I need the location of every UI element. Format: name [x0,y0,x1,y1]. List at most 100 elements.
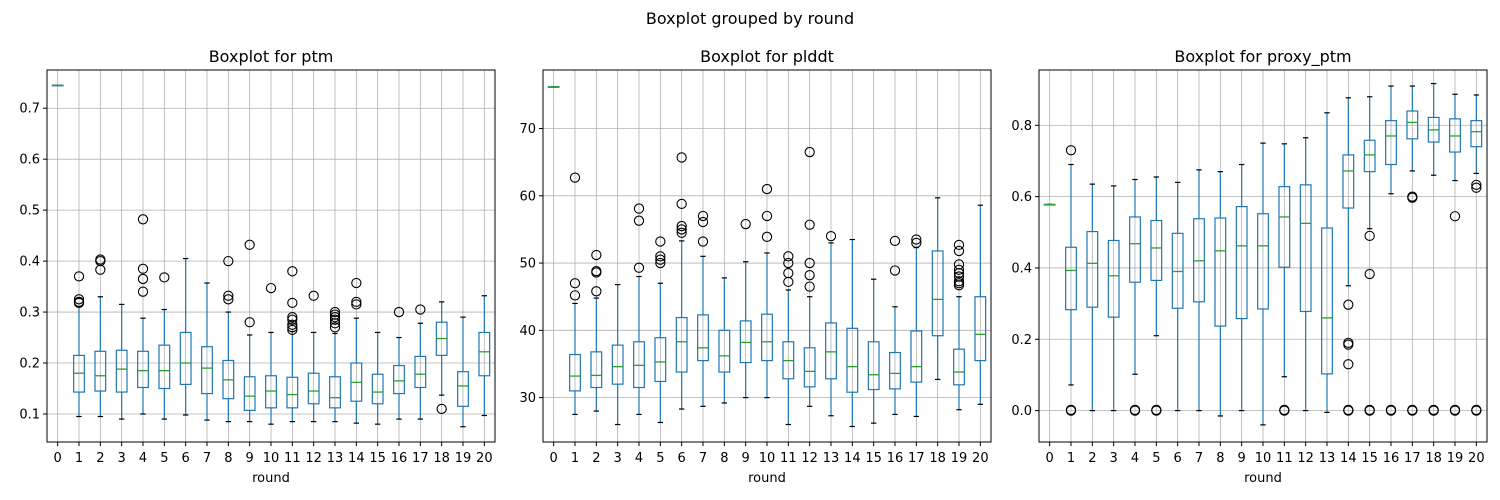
y-tick-label: 0.2 [19,357,40,372]
outlier-point [351,299,362,310]
x-tick-label: 20 [1468,451,1485,466]
y-tick-label: 0.2 [1011,333,1032,348]
x-tick-label: 9 [246,451,254,466]
outlier-point [1471,404,1482,416]
box-round-4 [633,203,645,416]
outlier-point [73,296,85,308]
outlier-point [1129,404,1141,416]
x-tick-label: 10 [263,451,280,466]
box-round-6 [179,257,192,416]
box-body [137,350,149,389]
x-tick-label: 15 [865,451,882,466]
outlier-point [911,237,922,249]
y-tick-label: 40 [519,324,536,339]
outlier-point [223,294,234,305]
x-tick-label: 10 [759,451,776,466]
box-round-9 [1235,163,1248,412]
outlier-point [953,264,965,275]
box-body [115,349,128,393]
outlier-point [591,249,602,261]
outlier-point [1065,145,1077,156]
box-body [201,346,213,395]
box-body [371,373,384,405]
x-tick-label: 6 [182,451,190,466]
outlier-point [953,245,965,257]
y-tick-label: 30 [519,391,536,406]
outlier-point [137,273,149,285]
x-tick-label: 17 [1404,451,1421,466]
box-body [974,296,987,362]
outlier-point [697,210,709,222]
outlier-point [287,297,298,309]
x-tick-label: 16 [1383,451,1400,466]
outlier-point [265,282,277,294]
y-tick-label: 0.3 [19,306,40,321]
outlier-point [244,317,255,328]
x-tick-label: 20 [476,451,493,466]
y-tick-label: 0.4 [1011,261,1032,276]
x-tick-label: 3 [614,451,622,466]
box-round-6 [1171,181,1184,412]
box-round-5 [158,272,171,420]
boxplot-panel-0: 0.10.20.30.40.50.60.70 1 2 3 4 5 6 7 8 9 10 11 12 13 1… [19,47,496,486]
outlier-point [1343,299,1354,310]
outlier-point [308,290,319,301]
box-round-12 [1299,137,1312,412]
box-round-19 [457,316,469,428]
box-round-4 [1129,178,1141,416]
outlier-point [591,265,602,277]
outlier-point [676,227,687,238]
x-tick-label: 11 [284,451,301,466]
box-round-14 [350,277,363,424]
outlier-point [1471,182,1482,193]
x-tick-label: 1 [75,451,83,466]
outlier-point [351,296,362,308]
box-round-18 [931,197,944,381]
box-body [1257,213,1269,310]
x-tick-label: 4 [1131,451,1139,466]
box-round-0 [51,84,64,87]
outlier-point [329,314,341,325]
x-tick-label: 1 [571,451,579,466]
boxplot-panel-2: 0.00.20.40.60.80 1 2 3 4 5 6 7 8 9 10 11 12 13 14 15 16 1… [1011,47,1488,486]
box-body [457,371,469,407]
box-round-14 [1342,97,1355,416]
outlier-point [783,257,794,269]
box-round-2 [94,254,107,418]
outlier-point [783,268,794,279]
box-round-12 [307,290,320,423]
outlier-point [287,319,298,330]
outlier-point [569,278,581,289]
box-round-2 [590,249,603,412]
box-round-7 [697,210,709,407]
x-tick-label: 19 [455,451,472,466]
y-tick-label: 0.1 [19,407,40,422]
x-axis-label: round [748,471,786,486]
x-tick-label: 0 [54,451,62,466]
box-round-19 [1449,93,1461,416]
x-tick-label: 5 [1152,451,1160,466]
outlier-point [911,234,922,245]
outlier-point [287,312,298,323]
box-body [1278,186,1291,268]
outlier-point [676,224,687,235]
y-tick-label: 0.7 [19,102,40,117]
outlier-point [953,271,965,282]
box-body [414,355,427,389]
x-tick-label: 19 [1447,451,1464,466]
outlier-point [329,306,341,318]
outlier-point [1343,404,1354,416]
box-body [1107,239,1120,318]
outlier-point [804,270,815,281]
box-round-17 [414,304,427,420]
box-round-13 [825,231,837,417]
box-body [1150,219,1163,282]
outlier-point [569,290,581,301]
box-round-8 [718,277,731,404]
box-body [867,341,880,391]
outlier-point [783,251,794,262]
x-tick-label: 18 [1425,451,1442,466]
outlier-point [1364,230,1375,241]
outlier-point [287,322,298,333]
